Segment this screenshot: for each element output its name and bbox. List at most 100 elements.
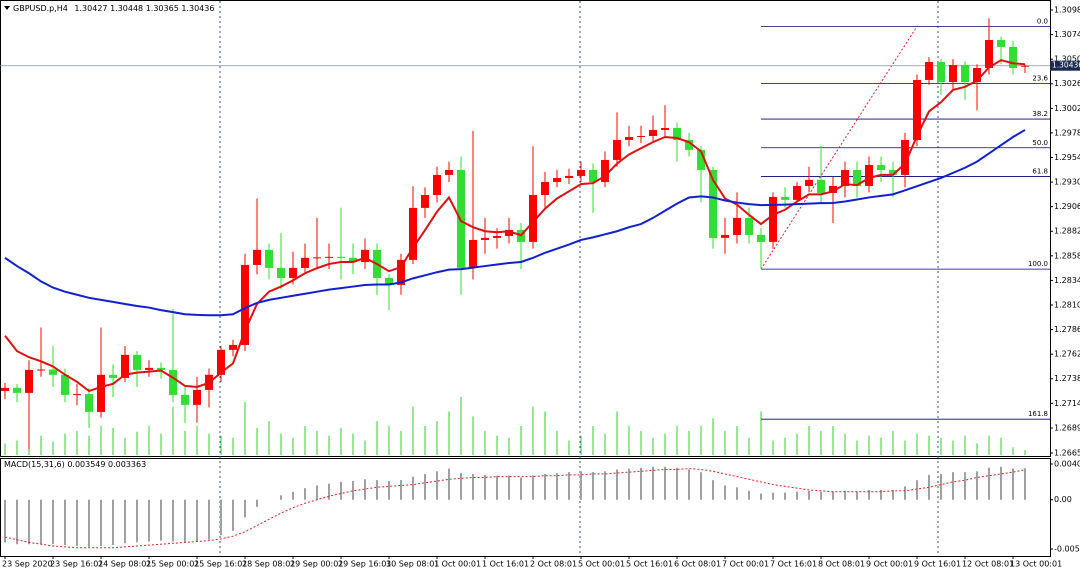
candle-body	[673, 127, 681, 140]
candle-body	[169, 369, 177, 395]
y-tick-label: 0.004016	[1054, 460, 1080, 469]
y-tick-label: 1.29060	[1054, 202, 1080, 211]
candle-body	[469, 239, 477, 268]
x-tick-label: 5 Oct 00:01	[578, 560, 625, 569]
y-tick-label: 1.29300	[1054, 178, 1080, 187]
candle-body	[85, 394, 93, 412]
candle-body	[277, 267, 285, 278]
candle-body	[361, 249, 369, 262]
candle-body	[121, 354, 129, 378]
moving-average	[4, 129, 1026, 317]
candle-body	[241, 264, 249, 345]
candle-body	[565, 175, 573, 178]
x-tick-label: 24 Sep 08:01	[98, 560, 151, 569]
candle-body	[745, 217, 753, 235]
x-tick-label: 29 Sep 00:01	[290, 560, 343, 569]
x-tick-label: 6 Oct 08:01	[674, 560, 721, 569]
candle-body	[289, 267, 297, 278]
x-tick-label: 29 Sep 16:01	[338, 560, 391, 569]
main-panel-frame	[0, 0, 1051, 457]
candle-body	[229, 344, 237, 350]
candle-body	[685, 139, 693, 150]
y-tick-label: 1.27860	[1054, 325, 1080, 334]
y-tick-label: 1.26655	[1054, 449, 1080, 458]
candle-body	[889, 169, 897, 175]
candle-body	[493, 235, 501, 238]
x-tick-label: 25 Sep 00:01	[146, 560, 199, 569]
candle-body	[145, 367, 153, 370]
candle-body	[337, 256, 345, 258]
candle-body	[409, 207, 417, 260]
candle-body	[37, 369, 45, 371]
candle-body	[637, 135, 645, 138]
candle-body	[709, 169, 717, 238]
x-tick-label: 9 Oct 16:01	[914, 560, 961, 569]
candle-body	[577, 169, 585, 176]
candle-body	[301, 257, 309, 268]
candle-body	[601, 159, 609, 182]
y-tick-label: 1.27380	[1054, 374, 1080, 383]
candle-body	[13, 387, 21, 393]
candle-body	[97, 374, 105, 412]
fib-label: 38.2	[1032, 110, 1048, 118]
candle-body	[937, 62, 945, 83]
candle-body	[61, 374, 69, 395]
y-tick-label: 1.30260	[1054, 79, 1080, 88]
candle-body	[157, 367, 165, 370]
candle-body	[589, 169, 597, 182]
header-open: 1.30427	[74, 4, 107, 13]
x-tick-label: 2 Oct 08:01	[530, 560, 577, 569]
x-tick-label: 23 Sep 16:01	[50, 560, 103, 569]
candle-body	[253, 249, 261, 265]
candle-body	[757, 234, 765, 242]
fib-label: 50.0	[1032, 139, 1048, 147]
candle-body	[733, 217, 741, 235]
candle-body	[985, 40, 993, 68]
candle-body	[529, 194, 537, 242]
header-close: 1.30436	[181, 4, 214, 13]
macd-title: MACD(15,31,6)	[4, 460, 65, 469]
chart-title: GBPUSD.p,H4	[13, 4, 68, 13]
x-tick-label: 30 Sep 08:01	[386, 560, 439, 569]
candle-body	[109, 374, 117, 378]
candle-body	[901, 139, 909, 175]
candle-body	[949, 65, 957, 83]
candle-body	[49, 369, 57, 375]
macd-header: MACD(15,31,6) 0.003549 0.003363	[4, 460, 146, 469]
y-tick-label: 1.27140	[1054, 399, 1080, 408]
chart-header: GBPUSD.p,H4 1.30427 1.30448 1.30365 1.30…	[13, 4, 214, 13]
current-price-box	[1050, 60, 1080, 71]
macd-signal-value: 0.003363	[108, 460, 146, 469]
candle-body	[865, 164, 873, 186]
candle-body	[697, 149, 705, 170]
candle-body	[481, 237, 489, 240]
candle-body	[421, 194, 429, 208]
y-tick-label: 1.30980	[1054, 6, 1080, 15]
candle-body	[265, 249, 273, 268]
y-tick-label: 1.30500	[1054, 55, 1080, 64]
candle-body	[853, 169, 861, 186]
x-tick-label: 13 Oct 00:01	[1010, 560, 1062, 569]
macd-signal	[4, 468, 1026, 549]
candle-body	[385, 277, 393, 285]
fib-label: 23.6	[1032, 75, 1048, 83]
menu-icon	[4, 6, 10, 10]
candle-body	[721, 234, 729, 238]
candle-body	[661, 127, 669, 130]
candle-body	[997, 40, 1005, 47]
x-tick-label: 7 Oct 16:01	[770, 560, 817, 569]
y-tick-label: 0.00	[1054, 495, 1072, 504]
candle-body	[877, 164, 885, 170]
candle-body	[817, 179, 825, 193]
plot: 1.30980 1.30740 1.30500 1.30260 1.30020 1.297…	[0, 6, 1080, 569]
candle-body	[925, 62, 933, 80]
x-tick-label: 1 Oct 00:01	[434, 560, 481, 569]
candle-body	[961, 65, 969, 83]
candle-body	[433, 174, 441, 195]
candle-body	[541, 181, 549, 195]
y-tick-label: 1.27620	[1054, 350, 1080, 359]
candle-body	[649, 129, 657, 136]
x-tick-label: 9 Oct 00:01	[866, 560, 913, 569]
x-tick-label: 25 Sep 16:01	[194, 560, 247, 569]
candle-body	[193, 389, 201, 405]
